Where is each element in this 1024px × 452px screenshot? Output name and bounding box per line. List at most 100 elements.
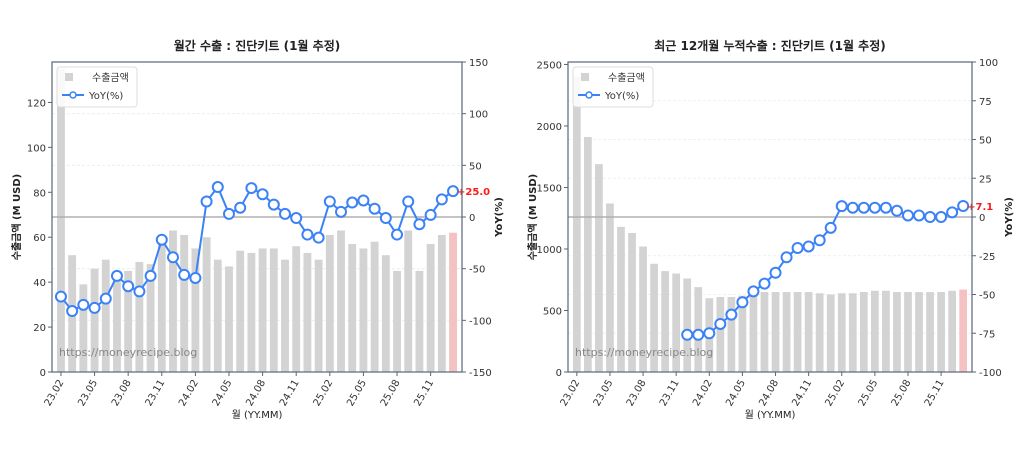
yoy-marker (234, 201, 247, 214)
yoy-marker (703, 327, 716, 340)
x-tick-label: 25.11 (923, 378, 947, 408)
yoy-marker (110, 269, 123, 282)
export-bar (628, 232, 636, 372)
x-tick-label: 23.02 (43, 378, 67, 408)
x-tick-label: 25.05 (345, 378, 369, 408)
yoy-marker (357, 194, 370, 207)
x-tick-label: 24.08 (757, 378, 781, 408)
export-bar (426, 243, 435, 372)
export-bar (404, 230, 413, 372)
export-bar (837, 293, 846, 372)
y2-tick-label: -50 (469, 265, 485, 276)
y2-tick-label: 100 (469, 110, 488, 121)
legend-box (572, 66, 654, 108)
y2-tick-label: 0 (979, 213, 985, 224)
yoy-marker (391, 228, 404, 241)
export-bar (782, 292, 791, 372)
yoy-marker (868, 201, 881, 214)
yoy-marker (424, 208, 437, 221)
export-bar (826, 294, 835, 372)
export-bar (859, 292, 868, 372)
export-bar (793, 292, 802, 372)
yoy-marker (413, 218, 426, 231)
export-bar (437, 234, 446, 372)
y2-tick-label: 50 (469, 161, 482, 172)
yoy-marker (835, 200, 848, 213)
yoy-marker (857, 201, 870, 214)
export-bar (225, 266, 233, 372)
legend-marker-icon (69, 91, 77, 99)
y2-tick-label: 75 (979, 97, 992, 108)
y-tick-label: 120 (27, 98, 46, 109)
y-tick-label: 1500 (537, 183, 562, 194)
y-tick-label: 100 (27, 143, 46, 154)
export-bar (113, 275, 121, 372)
yoy-marker (301, 228, 314, 241)
y-axis-label: 수출금액 (M USD) (10, 174, 23, 260)
export-bar (348, 243, 357, 372)
y-tick-label: 40 (33, 278, 46, 289)
y2-tick-label: 100 (979, 58, 998, 69)
export-bar (370, 241, 379, 372)
yoy-marker (245, 182, 258, 195)
yoy-marker (144, 269, 157, 282)
yoy-marker (946, 206, 959, 219)
x-tick-label: 25.02 (824, 378, 848, 408)
watermark: https://moneyrecipe.blog (59, 346, 197, 359)
x-tick-label: 23.02 (559, 378, 583, 408)
yoy-marker (435, 193, 448, 206)
y2-axis-label: YoY(%) (494, 197, 505, 238)
x-tick-label: 23.11 (144, 378, 168, 408)
yoy-marker (312, 231, 325, 244)
y2-tick-label: 25 (979, 174, 992, 185)
y-tick-label: 500 (543, 306, 562, 317)
export-bar (760, 292, 769, 372)
x-tick-label: 24.08 (244, 378, 268, 408)
watermark: https://moneyrecipe.blog (575, 346, 713, 359)
yoy-marker (725, 308, 738, 321)
cumulative-export-chart: 최근 12개월 누적수출 : 진단키트 (1월 추정) https://money… (526, 38, 1015, 421)
yoy-marker (447, 185, 460, 198)
yoy-marker (802, 240, 815, 253)
yoy-marker (368, 202, 381, 215)
export-bar (157, 241, 166, 372)
yoy-marker (692, 328, 705, 341)
export-bar (804, 292, 813, 372)
yoy-marker (133, 285, 146, 298)
yoy-marker (957, 199, 970, 212)
export-bar (595, 164, 603, 372)
export-bar (124, 270, 133, 372)
estimated-bar (449, 232, 457, 372)
export-bar (90, 268, 99, 372)
export-bar (815, 293, 824, 372)
yoy-marker (714, 317, 727, 330)
export-bar (650, 263, 658, 372)
yoy-marker (769, 266, 782, 279)
last-yoy-label: +7.1 (967, 202, 993, 213)
export-bar (57, 68, 65, 372)
export-bar (749, 293, 758, 372)
yoy-marker (379, 212, 392, 225)
last-yoy-label: +25.0 (457, 187, 490, 198)
yoy-marker (924, 211, 937, 223)
yoy-marker (178, 268, 191, 281)
export-bar (258, 248, 267, 372)
export-bar (135, 261, 144, 372)
y2-tick-label: 0 (469, 213, 475, 224)
export-bar (926, 292, 934, 372)
yoy-marker (122, 280, 135, 293)
yoy-marker (155, 233, 168, 246)
x-axis-label: 월 (YY.MM) (232, 409, 283, 421)
y-tick-label: 0 (556, 368, 562, 379)
export-bar (639, 246, 647, 372)
yoy-marker (747, 285, 760, 298)
yoy-marker (913, 209, 926, 222)
yoy-marker (824, 221, 837, 234)
yoy-marker (736, 296, 749, 309)
export-bar (146, 264, 155, 372)
export-bar (381, 255, 390, 372)
y-tick-label: 20 (33, 323, 46, 334)
yoy-marker (77, 298, 90, 311)
export-bar (191, 248, 200, 372)
